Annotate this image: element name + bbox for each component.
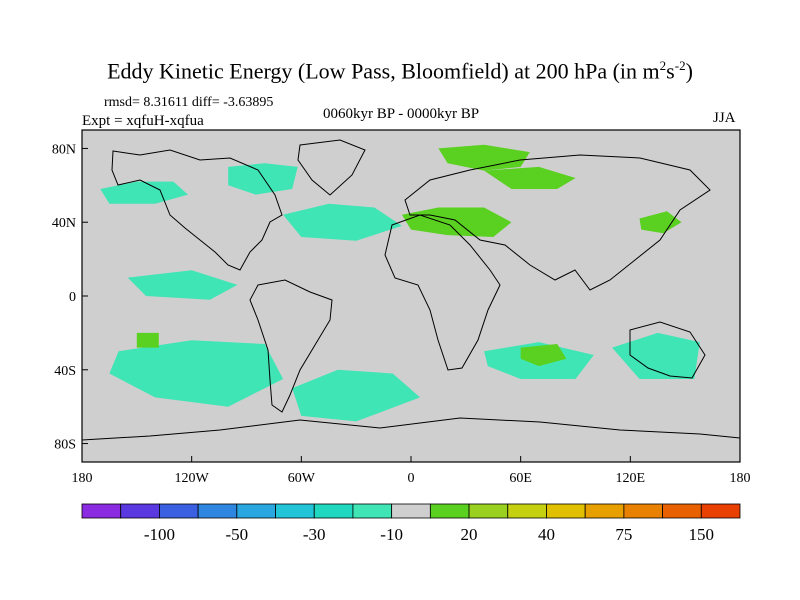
colorbar-label-8: 150 <box>689 525 715 544</box>
y-tick-label-1: 80N <box>52 142 76 157</box>
colorbar-label-3: -30 <box>303 525 326 544</box>
colorbar-swatch-9 <box>391 503 431 519</box>
colorbar-swatch-12 <box>507 503 547 519</box>
antarctica-coast <box>82 417 740 441</box>
anomaly-region-3 <box>283 203 402 241</box>
colorbar-swatch-16 <box>662 503 702 519</box>
colorbar-swatch-13 <box>546 503 586 519</box>
y-tick-label-4: 40S <box>54 364 76 379</box>
greenland-coast <box>297 139 366 196</box>
colorbar-label-7: 75 <box>615 525 632 544</box>
colorbar-swatch-8 <box>352 503 393 519</box>
colorbar-swatch-6 <box>275 503 315 519</box>
title-mid: s <box>666 58 675 84</box>
title-sup-2: -2 <box>674 58 686 73</box>
chart-title: Eddy Kinetic Energy (Low Pass, Bloomfiel… <box>0 58 800 84</box>
anomaly-region-12 <box>612 332 700 379</box>
anomaly-region-6 <box>484 166 576 189</box>
x-tick-label-1: 180 <box>72 471 93 486</box>
colorbar-swatch-17 <box>700 503 741 519</box>
x-tick-label-2: 120W <box>175 471 210 486</box>
y-tick-label-5: 80S <box>54 438 76 453</box>
y-tick-label-3: 0 <box>69 290 76 305</box>
anomaly-region-14 <box>136 332 159 348</box>
anomaly-region-2 <box>228 163 298 195</box>
anomaly-region-9 <box>109 340 284 407</box>
title-sup-1: 2 <box>659 58 667 73</box>
anomaly-region-7 <box>639 211 682 234</box>
colorbar: -100 -50 -30 -10 20 40 75 150 <box>81 503 741 544</box>
north-america-coast <box>111 149 283 271</box>
colorbar-swatch-1 <box>81 503 122 519</box>
africa-coast <box>384 214 501 371</box>
y-tick-label-2: 40N <box>52 216 76 231</box>
colorbar-label-6: 40 <box>538 525 555 544</box>
colorbar-label-1: -100 <box>144 525 175 544</box>
eurasia-coast <box>404 154 711 291</box>
experiment-label: Expt = xqfuH-xqfua <box>82 113 204 129</box>
colorbar-swatch-11 <box>468 503 509 519</box>
x-tick-label-6: 120E <box>616 471 646 486</box>
colorbar-swatch-14 <box>584 503 625 519</box>
colorbar-swatch-3 <box>159 503 199 519</box>
x-tick-label-4: 0 <box>408 471 415 486</box>
anomaly-region-10 <box>292 369 421 422</box>
colorbar-swatch-5 <box>236 503 276 519</box>
colorbar-swatch-15 <box>623 503 663 519</box>
axes-layer: 180 120W 60W 0 60E 120E 180 80N 40N 0 40S 80S <box>52 142 751 486</box>
season-label: JJA <box>713 110 736 126</box>
title-end: ) <box>685 58 693 84</box>
colorbar-swatch-10 <box>429 503 470 519</box>
title-main: Eddy Kinetic Energy (Low Pass, Bloomfiel… <box>107 58 660 84</box>
south-america-coast <box>249 279 333 413</box>
coastline-layer <box>82 139 740 441</box>
anomaly-region-1 <box>100 181 188 204</box>
anomaly-region-8 <box>127 270 238 300</box>
colorbar-swatch-7 <box>313 503 354 519</box>
australia-coast <box>629 321 706 379</box>
stats-label: rmsd= 8.31611 diff= -3.63895 <box>104 95 274 110</box>
x-tick-label-7: 180 <box>730 471 751 486</box>
x-tick-label-5: 60E <box>509 471 532 486</box>
anomaly-region-4 <box>438 144 530 171</box>
colorbar-swatch-4 <box>197 503 238 519</box>
colorbar-swatch-2 <box>120 503 160 519</box>
x-tick-label-3: 60W <box>288 471 316 486</box>
anomaly-region-13 <box>520 344 567 367</box>
colorbar-label-2: -50 <box>225 525 248 544</box>
colorbar-label-5: 20 <box>461 525 478 544</box>
colorbar-label-4: -10 <box>380 525 403 544</box>
period-label: 0060kyr BP - 0000kyr BP <box>323 106 480 122</box>
anomaly-layer <box>100 144 700 422</box>
